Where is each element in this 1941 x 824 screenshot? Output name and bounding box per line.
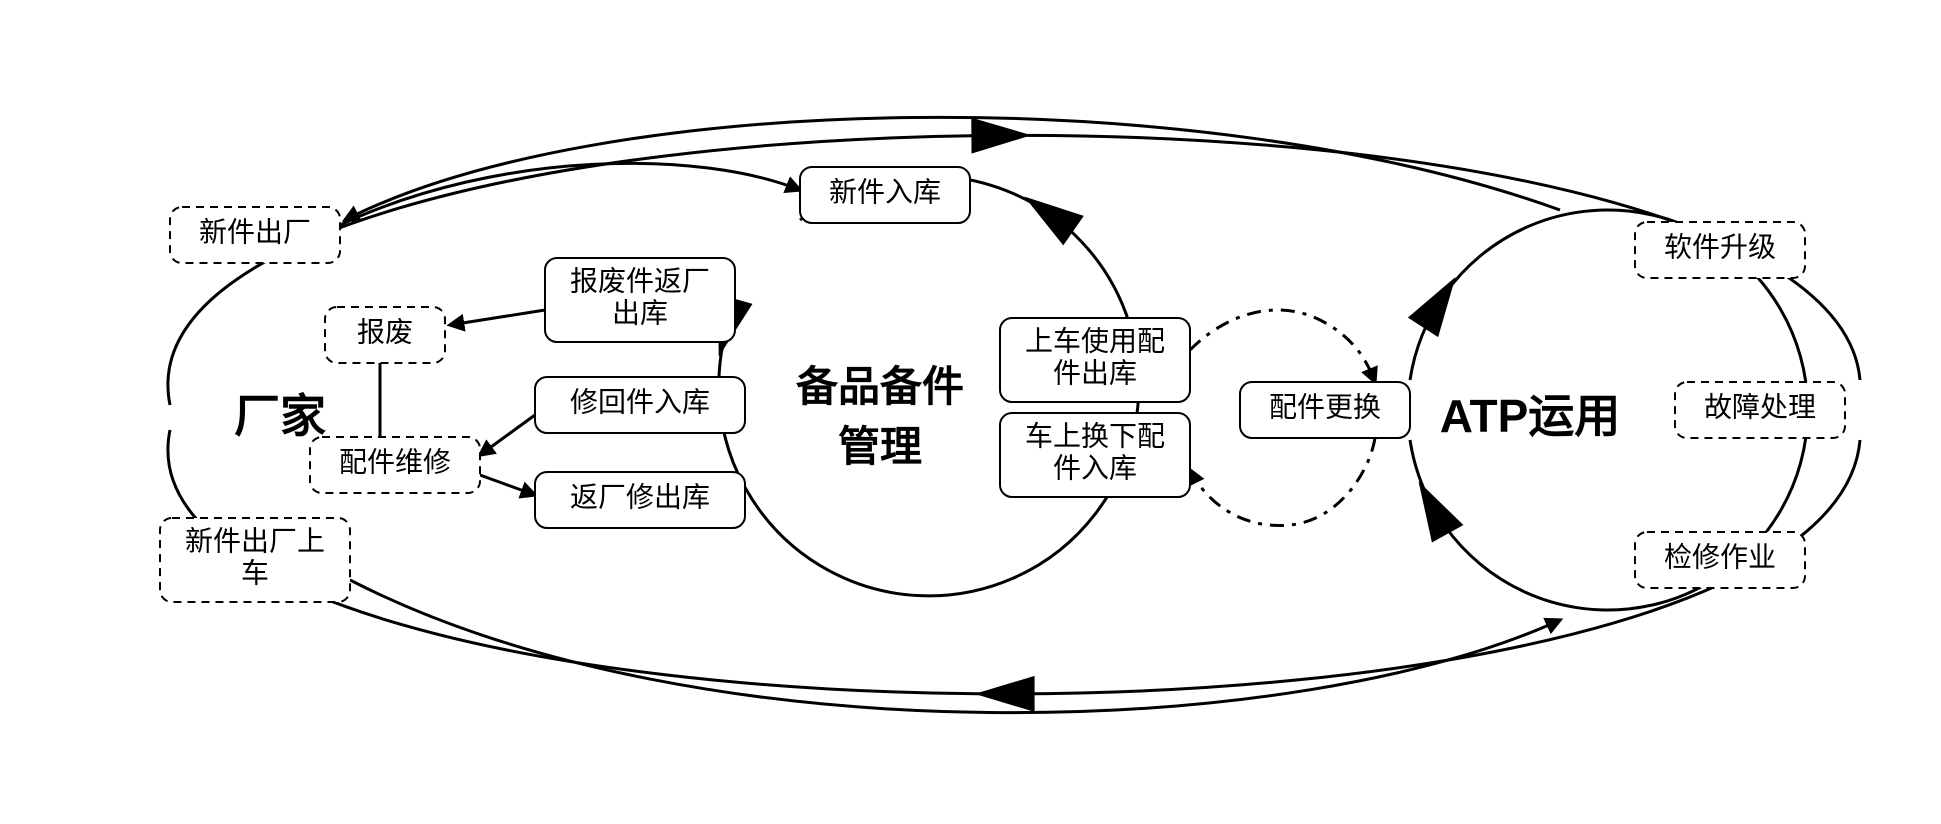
flow-arrowhead-atp-loop: [1408, 267, 1471, 337]
flow-arrowhead-atp-loop: [1403, 473, 1464, 543]
node-label-swap-parts-in-1: 件入库: [1053, 453, 1137, 485]
node-label-fault-handling-0: 故障处理: [1704, 391, 1816, 423]
edge-e-repair-to-repairedin: [480, 415, 535, 455]
node-use-parts-out: 上车使用配件出库: [1000, 318, 1190, 402]
node-swap-parts-in: 车上换下配件入库: [1000, 413, 1190, 497]
node-new-in-stock: 新件入库: [800, 167, 970, 223]
node-maint-ops: 检修作业: [1635, 532, 1805, 588]
node-scrap: 报废: [325, 307, 445, 363]
edge-e-scrapret-to-scrap: [450, 310, 545, 325]
node-scrap-return-out: 报废件返厂出库: [545, 258, 735, 342]
node-label-return-repair-out-0: 返厂修出库: [570, 481, 710, 513]
node-label-scrap-return-out-1: 出库: [612, 298, 668, 330]
node-label-parts-repair-0: 配件维修: [339, 446, 451, 478]
flow-arrowhead-spares-loop: [1014, 182, 1084, 246]
edge-e-repair-to-returnout: [480, 475, 535, 495]
flow-arrowhead-outer-bottom: [975, 676, 1035, 712]
node-software-upgrade: 软件升级: [1635, 222, 1805, 278]
edge-e-new-to-instock: [340, 163, 800, 225]
hub-label-spares: 备品备件: [796, 363, 964, 410]
node-label-new-out-to-car-1: 车: [241, 558, 269, 590]
node-fault-handling: 故障处理: [1675, 382, 1845, 438]
node-label-new-out-to-car-0: 新件出厂上: [185, 525, 325, 557]
edge-e-useout-to-swap-top: [1190, 310, 1375, 382]
node-label-new-out-factory-0: 新件出厂: [199, 216, 311, 248]
hub-label-spares-2: 管理: [838, 423, 922, 470]
node-label-parts-swap-0: 配件更换: [1269, 391, 1381, 423]
node-label-use-parts-out-0: 上车使用配: [1025, 325, 1165, 357]
node-label-new-in-stock-0: 新件入库: [829, 176, 941, 208]
node-label-maint-ops-0: 检修作业: [1664, 541, 1776, 573]
edge-e-swap-to-swapin-bot: [1190, 438, 1375, 526]
hub-label-factory: 厂家: [234, 390, 326, 442]
node-label-scrap-0: 报废: [357, 316, 413, 348]
node-repaired-in: 修回件入库: [535, 377, 745, 433]
node-new-out-factory: 新件出厂: [170, 207, 340, 263]
node-return-repair-out: 返厂修出库: [535, 472, 745, 528]
node-new-out-to-car: 新件出厂上车: [160, 518, 350, 602]
hub-label-atp: ATP运用: [1440, 390, 1621, 442]
node-label-scrap-return-out-0: 报废件返厂: [570, 265, 710, 297]
node-parts-repair: 配件维修: [310, 437, 480, 493]
node-parts-swap: 配件更换: [1240, 382, 1410, 438]
node-label-use-parts-out-1: 件出库: [1053, 358, 1137, 390]
flow-arrowhead-outer-top: [971, 117, 1031, 153]
node-label-repaired-in-0: 修回件入库: [570, 386, 710, 418]
node-label-swap-parts-in-0: 车上换下配: [1025, 420, 1165, 452]
node-label-software-upgrade-0: 软件升级: [1664, 231, 1776, 263]
